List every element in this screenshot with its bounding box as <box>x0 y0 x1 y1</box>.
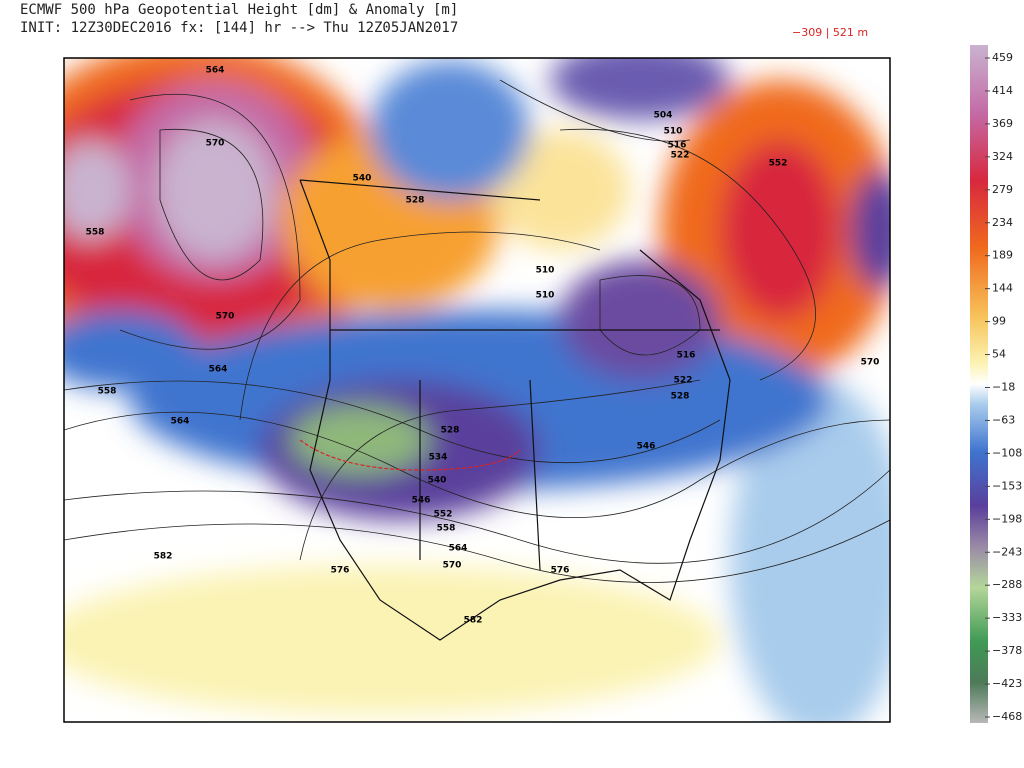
contour-label: 534 <box>429 453 448 463</box>
colorbar-tick-label: 414 <box>992 84 1013 97</box>
colorbar-tick-label: −288 <box>992 578 1022 591</box>
contour-label: 546 <box>412 496 431 506</box>
contour-label: 546 <box>637 442 656 452</box>
contour-label: 522 <box>674 376 693 386</box>
contour-label: 522 <box>671 151 690 161</box>
contour-label: 564 <box>171 417 190 427</box>
contour-label: 528 <box>441 426 460 436</box>
contour-label: 564 <box>209 365 228 375</box>
contour-label: 576 <box>331 566 350 576</box>
colorbar-tick-label: −108 <box>992 446 1022 459</box>
contour-label: 540 <box>353 174 372 184</box>
contour-label: 510 <box>536 291 555 301</box>
colorbar-tick-label: 234 <box>992 216 1013 229</box>
contour-label: 516 <box>677 351 696 361</box>
contour-label: 570 <box>861 358 880 368</box>
contour-label: 552 <box>769 159 788 169</box>
contour-label: 582 <box>154 552 173 562</box>
colorbar-tick-label: −63 <box>992 413 1015 426</box>
contour-label: 570 <box>216 312 235 322</box>
anomaly-field <box>64 58 890 722</box>
contour-label: 540 <box>428 476 447 486</box>
colorbar-tick-label: −18 <box>992 381 1015 394</box>
colorbar <box>970 45 988 723</box>
colorbar-tick-label: 144 <box>992 282 1013 295</box>
contour-label: 558 <box>86 228 105 238</box>
map-title: ECMWF 500 hPa Geopotential Height [dm] &… <box>20 2 459 18</box>
colorbar-tick-label: 459 <box>992 51 1013 64</box>
map-subtitle: INIT: 12Z30DEC2016 fx: [144] hr --> Thu … <box>20 20 459 36</box>
contour-label: 528 <box>671 392 690 402</box>
contour-label: 576 <box>551 566 570 576</box>
contour-label: 510 <box>664 127 683 137</box>
anomaly-range: −309 | 521 m <box>792 26 869 39</box>
colorbar-tick-label: −333 <box>992 611 1022 624</box>
contour-label: 504 <box>654 111 673 121</box>
colorbar-tick-label: −198 <box>992 512 1022 525</box>
contour-label: 552 <box>434 510 453 520</box>
contour-label: 570 <box>443 561 462 571</box>
contour-label: 582 <box>464 616 483 626</box>
colorbar-tick-label: 324 <box>992 150 1013 163</box>
contour-label: 528 <box>406 196 425 206</box>
colorbar-tick-label: −243 <box>992 545 1022 558</box>
map-frame <box>63 57 891 723</box>
colorbar-tick-label: 99 <box>992 315 1006 328</box>
colorbar-tick-label: 189 <box>992 249 1013 262</box>
contour-label: 510 <box>536 266 555 276</box>
contour-label: 558 <box>437 524 456 534</box>
contour-label: 558 <box>98 387 117 397</box>
contour-label: 570 <box>206 139 225 149</box>
colorbar-tick-label: −423 <box>992 677 1022 690</box>
colorbar-tick-label: 279 <box>992 183 1013 196</box>
contour-label: 564 <box>206 66 225 76</box>
contour-label: 516 <box>668 141 687 151</box>
colorbar-tick-label: 54 <box>992 348 1006 361</box>
colorbar-tick-label: −468 <box>992 710 1022 723</box>
contour-label: 564 <box>449 544 468 554</box>
colorbar-tick-label: −378 <box>992 644 1022 657</box>
colorbar-tick-label: 369 <box>992 117 1013 130</box>
colorbar-tick-label: −153 <box>992 479 1022 492</box>
